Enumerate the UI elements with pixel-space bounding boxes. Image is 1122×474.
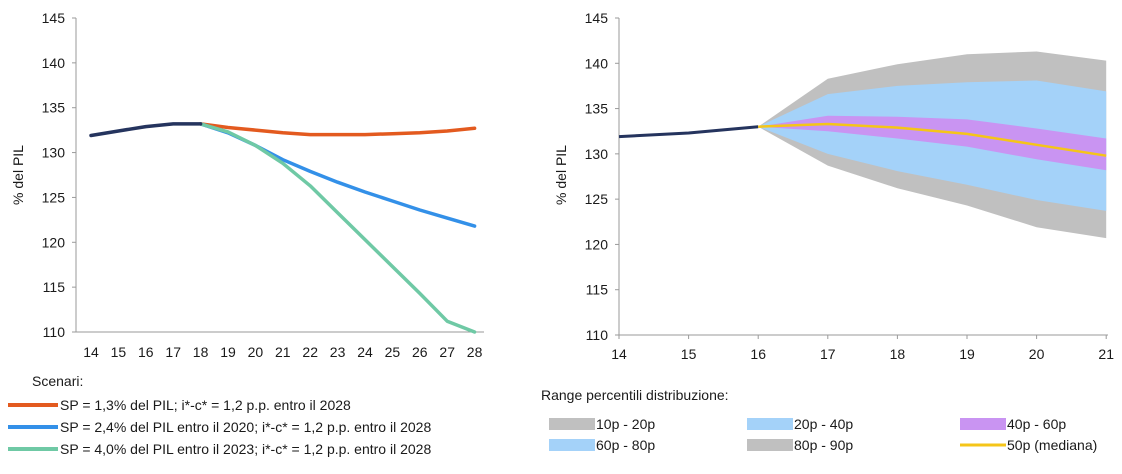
- x-tick-label: 18: [193, 344, 209, 360]
- y-tick-label: 145: [585, 10, 609, 26]
- y-tick-label: 110: [586, 327, 609, 343]
- y-tick-label: 145: [42, 10, 66, 26]
- history-line: [89, 122, 203, 138]
- x-tick-label: 19: [959, 346, 975, 362]
- y-tick-label: 130: [585, 146, 609, 162]
- legend-label-2: SP = 2,4% del PIL entro il 2020; i*-c* =…: [60, 419, 431, 435]
- y-tick-label: 125: [585, 191, 609, 207]
- y-tick-label: 135: [585, 101, 609, 117]
- x-tick-label: 22: [302, 344, 318, 360]
- x-tick-label: 20: [248, 344, 264, 360]
- x-tick-label: 17: [165, 344, 181, 360]
- left-chart: 110 115 120 125 130 135 140 145 14 15 16 17 18 19 20 21…: [10, 10, 484, 360]
- x-tick-label: 20: [1029, 346, 1045, 362]
- y-tick-label: 115: [586, 282, 609, 298]
- band-20-80: [758, 80, 1107, 211]
- legend-label-2: 40p - 60p: [1007, 416, 1066, 432]
- y-axis-label: % del PIL: [10, 145, 26, 205]
- x-tick-label: 16: [750, 346, 766, 362]
- y-tick-label: 125: [42, 189, 66, 205]
- legend-label-4: 80p - 90p: [794, 437, 853, 453]
- history-line: [618, 125, 759, 139]
- x-tick-label: 25: [385, 344, 401, 360]
- y-tick-label: 115: [43, 279, 66, 295]
- legend-label-0: 10p - 20p: [596, 416, 655, 432]
- right-chart: 110 115 120 125 130 135 140 145 14 15 16 17 18 19 20 21…: [553, 10, 1114, 362]
- legend-label-1: SP = 1,3% del PIL; i*-c* = 1,2 p.p. entr…: [60, 397, 351, 413]
- legend-swatch-1: [747, 418, 793, 430]
- y-axis-label: % del PIL: [553, 145, 569, 205]
- x-tick-label: 27: [439, 344, 455, 360]
- x-tick-label: 14: [83, 344, 99, 360]
- legend-title: Range percentili distribuzione:: [541, 387, 729, 403]
- x-tick-label: 21: [1098, 346, 1114, 362]
- y-tick-label: 135: [42, 100, 66, 116]
- legend-swatch-3: [549, 439, 595, 451]
- legend-label-3: 60p - 80p: [596, 437, 655, 453]
- legend-label-5: 50p (mediana): [1007, 437, 1097, 453]
- x-tick-label: 28: [467, 344, 483, 360]
- y-tick-label: 130: [42, 145, 66, 161]
- x-tick-label: 23: [330, 344, 346, 360]
- x-tick-label: 18: [890, 346, 906, 362]
- x-tick-label: 21: [275, 344, 291, 360]
- legend-swatch-2: [960, 418, 1006, 430]
- legend-swatch-0: [549, 418, 595, 430]
- y-tick-label: 120: [585, 236, 609, 252]
- x-tick-label: 19: [220, 344, 236, 360]
- median-line: [758, 122, 1107, 157]
- y-tick-label: 140: [42, 55, 66, 71]
- x-tick-label: 16: [138, 344, 154, 360]
- legend-title: Scenari:: [32, 373, 83, 389]
- band-40-60: [758, 115, 1107, 171]
- x-tick-label: 24: [357, 344, 373, 360]
- scenario-line-3: [198, 122, 477, 334]
- x-tick-label: 15: [111, 344, 127, 360]
- legend-label-1: 20p - 40p: [794, 416, 853, 432]
- y-tick-label: 110: [43, 324, 66, 340]
- x-tick-label: 14: [611, 346, 627, 362]
- x-tick-label: 26: [412, 344, 428, 360]
- x-tick-label: 15: [681, 346, 697, 362]
- scenario-line-1: [198, 122, 477, 137]
- left-legend: Scenari: SP = 1,3% del PIL; i*-c* = 1,2 p…: [8, 373, 431, 457]
- right-legend: Range percentili distribuzione: 10p - 20p…: [541, 387, 1097, 453]
- legend-label-3: SP = 4,0% del PIL entro il 2023; i*-c* =…: [60, 441, 431, 457]
- y-tick-label: 120: [42, 234, 66, 250]
- x-tick-label: 17: [820, 346, 836, 362]
- legend-swatch-4: [747, 439, 793, 451]
- y-tick-label: 140: [585, 55, 609, 71]
